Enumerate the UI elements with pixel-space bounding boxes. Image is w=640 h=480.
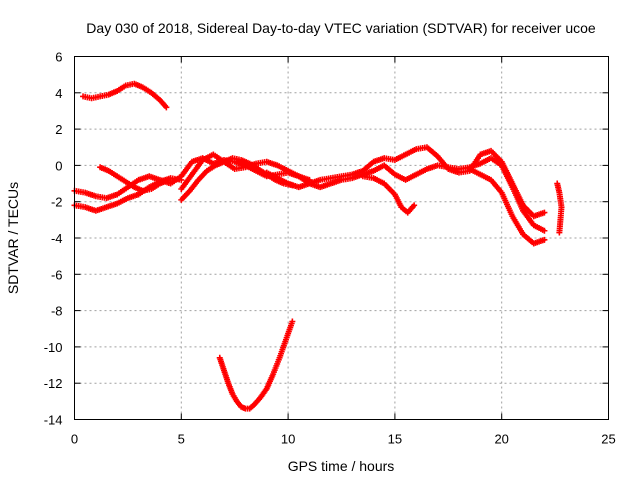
y-axis-label: SDTVAR / TECUs (5, 182, 21, 294)
y-tick-label: 4 (55, 86, 62, 101)
series-arc-e (178, 151, 548, 234)
series-arc-g (359, 173, 418, 216)
series-arc-i (554, 180, 565, 236)
y-tick-label: -14 (44, 413, 63, 428)
data-point (289, 318, 296, 325)
y-tick-label: -8 (51, 304, 63, 319)
x-tick-label: 5 (178, 432, 185, 447)
y-tick-label: -12 (44, 376, 63, 391)
data-point (556, 229, 563, 236)
data-point (165, 176, 172, 183)
y-tick-label: -6 (51, 267, 63, 282)
series-arc-h (466, 166, 548, 247)
x-tick-label: 10 (281, 432, 295, 447)
data-marks (71, 80, 565, 412)
chart-title: Day 030 of 2018, Sidereal Day-to-day VTE… (86, 20, 596, 36)
series-arc-c (97, 164, 172, 194)
x-tick-label: 0 (71, 432, 78, 447)
series-arc-low-dip (216, 318, 296, 412)
data-point (178, 176, 185, 183)
data-point (541, 209, 548, 216)
y-tick-label: -10 (44, 340, 63, 355)
y-tick-label: 0 (55, 158, 62, 173)
y-tick-label: -4 (51, 231, 63, 246)
grid (74, 56, 609, 420)
data-point (541, 236, 548, 243)
data-point (541, 227, 548, 234)
x-tick-label: 25 (601, 432, 615, 447)
x-axis-label: GPS time / hours (288, 458, 395, 474)
series-arc-early-high (80, 80, 170, 111)
x-tick-label: 20 (494, 432, 508, 447)
series-arc-f (263, 144, 548, 220)
x-tick-label: 15 (388, 432, 402, 447)
y-tick-label: -2 (51, 195, 63, 210)
y-tick-label: 2 (55, 122, 62, 137)
y-tick-label: 6 (55, 50, 62, 65)
data-point (163, 104, 170, 111)
data-point (411, 202, 418, 209)
